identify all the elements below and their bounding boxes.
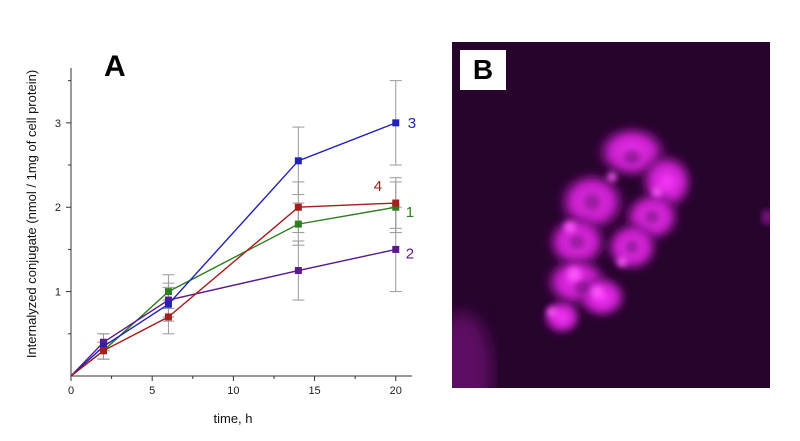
- series-labels: 1 2 3 4: [374, 115, 416, 263]
- micrograph-image: [452, 42, 770, 388]
- series-line-2: [70, 248, 396, 377]
- data-point-3: [294, 157, 302, 165]
- y-tick-label: 1: [55, 287, 61, 299]
- series-line-3: [70, 122, 397, 377]
- fluorescence-micrograph: [452, 42, 770, 388]
- data-point-3: [392, 119, 400, 127]
- y-tick-label: 3: [55, 118, 61, 130]
- line-chart: 0 5 10 15 20 1 2 3 1 2 3 4 time, h Internalyzed co…: [24, 68, 416, 426]
- data-point-1: [164, 288, 172, 296]
- data-point-4: [99, 347, 107, 355]
- x-tick-label: 5: [149, 385, 155, 397]
- x-tick-label: 10: [227, 385, 239, 397]
- data-point-1: [294, 220, 302, 228]
- data-point-3: [164, 300, 172, 308]
- series-label-4: 4: [374, 178, 382, 195]
- error-bars: [97, 80, 402, 360]
- y-tick-label: 2: [55, 202, 61, 214]
- x-tick-label: 0: [68, 385, 74, 397]
- series-label-3: 3: [408, 115, 416, 132]
- y-axis-title: Internalyzed conjugate (nmol / 1mg of ce…: [24, 70, 39, 358]
- data-point-2: [99, 338, 107, 346]
- data-point-4: [392, 199, 400, 207]
- series-label-1: 1: [406, 204, 414, 221]
- x-tick-label: 20: [390, 385, 402, 397]
- series-points: [99, 119, 400, 355]
- series-label-2: 2: [406, 245, 414, 262]
- x-axis-title: time, h: [213, 411, 252, 426]
- panel-b-label: B: [460, 50, 506, 90]
- panel-a-label: A: [104, 50, 126, 83]
- data-point-4: [294, 203, 302, 211]
- data-point-2: [392, 245, 400, 253]
- data-point-1: [392, 203, 400, 211]
- data-point-3: [99, 342, 107, 350]
- series-lines: [70, 122, 397, 377]
- data-point-2: [164, 296, 172, 304]
- data-point-4: [164, 313, 172, 321]
- chart-axes: 0 5 10 15 20 1 2 3: [55, 68, 412, 397]
- x-tick-label: 15: [308, 385, 320, 397]
- data-point-2: [294, 267, 302, 275]
- series-line-4: [70, 202, 396, 377]
